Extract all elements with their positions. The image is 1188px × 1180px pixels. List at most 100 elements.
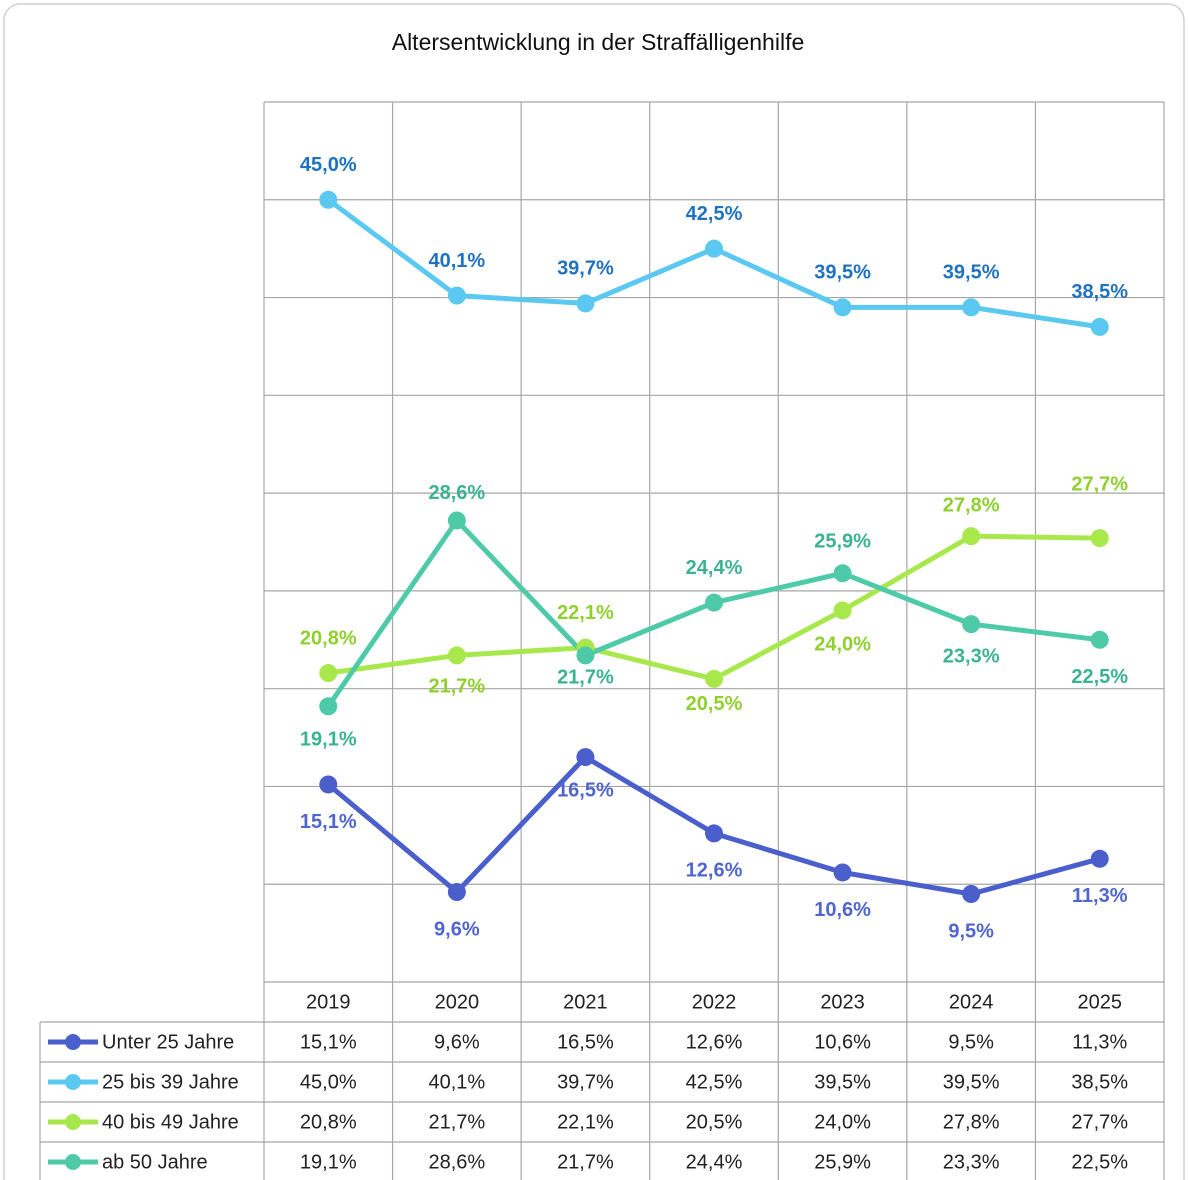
point [447,286,466,305]
point [447,646,466,665]
table-cell: 9,6% [434,1031,480,1053]
table-cell: 39,5% [943,1071,1000,1093]
table-cell: 22,1% [557,1111,614,1133]
data-label: 12,6% [686,860,743,882]
table-cell: 23,3% [943,1151,1000,1173]
table-cell: 22,5% [1071,1151,1128,1173]
point [576,646,595,665]
table-cell: 21,7% [428,1111,485,1133]
x-tick-label: 2025 [1077,991,1122,1013]
point [319,190,338,209]
x-tick-label: 2024 [949,991,994,1013]
point [576,748,595,767]
point [705,824,723,843]
point [705,669,723,688]
table-cell: 39,5% [814,1071,871,1093]
point [319,775,338,794]
data-label: 11,3% [1072,885,1128,907]
chart-title: Altersentwicklung in der Straffälligenhi… [392,29,805,55]
legend-label: ab 50 Jahre [102,1151,208,1173]
data-label: 40,1% [428,250,485,272]
data-label: 22,5% [1071,666,1128,688]
legend-swatch-marker [65,1114,81,1130]
table-cell: 27,7% [1071,1111,1128,1133]
data-label: 20,8% [300,627,357,649]
data-label: 24,4% [686,557,743,579]
point [962,615,981,634]
data-label: 20,5% [686,693,743,715]
table-cell: 20,5% [686,1111,743,1133]
table-cell: 24,0% [814,1111,871,1133]
x-tick-label: 2019 [306,991,351,1013]
data-label: 21,7% [428,676,485,698]
data-label: 39,5% [814,262,871,284]
legend-swatch-marker [65,1154,81,1170]
legend-label: 40 bis 49 Jahre [102,1111,239,1133]
legend-swatch-marker [65,1034,81,1050]
data-label: 39,5% [943,262,1000,284]
x-tick-label: 2023 [820,991,865,1013]
table-cell: 39,7% [557,1071,614,1093]
point [705,239,723,258]
point [447,883,466,902]
data-label: 15,1% [300,811,357,833]
data-label: 25,9% [814,531,871,553]
data-label: 22,1% [557,602,614,624]
data-label: 16,5% [557,779,614,801]
point [319,664,338,683]
point [962,298,981,317]
data-label: 19,1% [300,729,357,751]
table-cell: 45,0% [300,1071,357,1093]
point [833,601,852,620]
table-cell: 38,5% [1071,1071,1128,1093]
table-cell: 21,7% [557,1151,614,1173]
data-label: 10,6% [814,899,871,921]
data-label: 38,5% [1071,281,1128,303]
data-label: 9,6% [434,918,480,940]
point [1090,529,1109,548]
x-tick-label: 2022 [692,991,737,1013]
data-label: 27,7% [1071,473,1128,495]
x-tick-label: 2020 [435,991,480,1013]
x-tick-label: 2021 [563,991,608,1013]
legend-label: 25 bis 39 Jahre [102,1071,239,1093]
point [833,863,852,882]
point [705,593,723,612]
data-label: 23,3% [943,645,1000,667]
data-label: 28,6% [428,482,485,504]
point [576,294,595,313]
table-cell: 10,6% [814,1031,871,1053]
data-label: 39,7% [557,258,614,280]
legend-label: Unter 25 Jahre [102,1031,234,1053]
point [833,298,852,317]
data-label: 24,0% [814,634,871,656]
table-cell: 24,4% [686,1151,743,1173]
table-cell: 28,6% [428,1151,485,1173]
data-label: 45,0% [300,154,357,176]
table-cell: 19,1% [300,1151,357,1173]
point [1090,630,1109,649]
table-cell: 11,3% [1072,1031,1127,1053]
data-label: 27,8% [943,494,1000,516]
data-label: 21,7% [557,667,614,689]
table-cell: 42,5% [686,1071,743,1093]
point [833,564,852,583]
point [1090,317,1109,336]
table-cell: 15,1% [300,1031,357,1053]
point [319,697,338,716]
table-cell: 27,8% [943,1111,1000,1133]
data-label: 9,5% [948,920,994,942]
table-cell: 40,1% [428,1071,485,1093]
table-cell: 9,5% [948,1031,994,1053]
table-cell: 20,8% [300,1111,357,1133]
table-cell: 12,6% [686,1031,743,1053]
table-cell: 16,5% [557,1031,614,1053]
point [962,527,981,546]
point [1090,849,1109,868]
legend-swatch-marker [65,1074,81,1090]
table-cell: 25,9% [814,1151,871,1173]
data-label: 42,5% [686,203,743,225]
point [447,511,466,530]
point [962,885,981,903]
